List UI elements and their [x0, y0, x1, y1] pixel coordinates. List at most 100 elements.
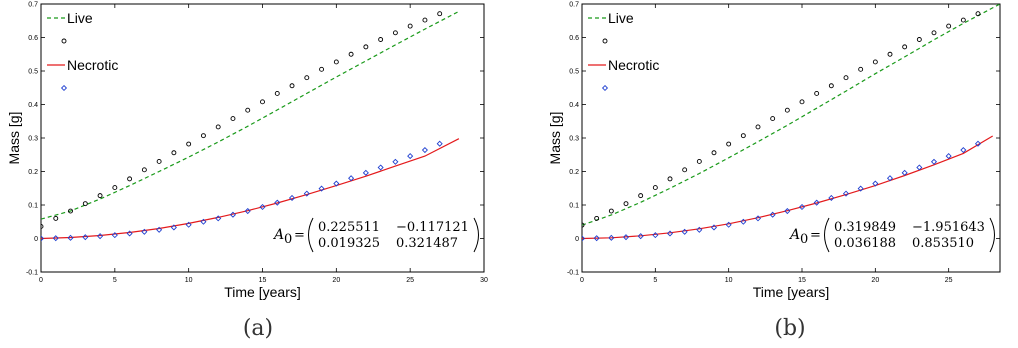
- data-point-necrotic: [288, 194, 296, 202]
- data-point-live: [667, 176, 673, 182]
- data-point-live: [274, 90, 280, 96]
- data-point-necrotic: [842, 190, 850, 197]
- data-point-necrotic: [407, 153, 414, 160]
- data-point-live: [41, 223, 44, 229]
- matrix-bracket-right: [989, 217, 995, 253]
- x-axis-label: Time [years]: [224, 284, 301, 300]
- series-line-necrotic: [582, 135, 994, 240]
- matrix-bracket-left: [308, 217, 314, 253]
- data-point-live: [682, 167, 688, 173]
- matrix-cell-21: 0.019325: [318, 236, 380, 251]
- data-point-necrotic: [593, 235, 600, 242]
- y-tick-label: 0.3: [569, 136, 579, 143]
- matrix-cell-12: −1.951643: [912, 220, 985, 235]
- data-point-necrotic: [754, 215, 762, 222]
- data-point-live: [594, 215, 600, 221]
- matrix-cell-11: 0.319849: [834, 220, 896, 235]
- data-point-live: [127, 176, 133, 182]
- data-point-live: [960, 17, 966, 23]
- data-point-necrotic: [229, 211, 237, 218]
- matrix-annotation-lhs: A: [272, 227, 284, 243]
- data-point-live: [407, 23, 413, 29]
- data-point-live: [726, 141, 732, 147]
- data-point-live: [392, 30, 398, 36]
- matrix-annotation-subscript: 0: [800, 232, 808, 247]
- matrix-cell-12: −0.117121: [396, 220, 469, 235]
- x-tick-label: 20: [871, 277, 879, 284]
- data-point-necrotic: [945, 153, 952, 160]
- data-point-necrotic: [97, 233, 104, 240]
- data-point-live: [289, 83, 295, 89]
- y-axis-label: Mass [g]: [547, 112, 563, 165]
- legend-necrotic-marker: [601, 84, 609, 92]
- y-tick-label: 0.4: [569, 102, 579, 109]
- legend-necrotic-label: Necrotic: [67, 57, 118, 73]
- data-point-necrotic: [857, 185, 864, 192]
- data-point-necrotic: [333, 180, 340, 187]
- data-point-live: [112, 185, 118, 191]
- data-point-necrotic: [200, 218, 207, 225]
- data-point-live: [363, 44, 369, 50]
- data-point-necrotic: [318, 185, 325, 192]
- y-tick-label: 0: [34, 236, 38, 243]
- matrix-annotation-equals: =: [294, 228, 305, 243]
- data-point-live: [53, 215, 59, 221]
- x-tick-label: 5: [113, 277, 117, 284]
- y-tick-label: 0.5: [569, 69, 579, 76]
- panel-caption: (a): [243, 316, 273, 341]
- data-point-live: [582, 222, 585, 228]
- data-point-live: [652, 185, 658, 191]
- data-point-necrotic: [916, 164, 923, 171]
- data-point-live: [828, 83, 834, 89]
- matrix-cell-22: 0.321487: [396, 236, 458, 251]
- data-point-necrotic: [740, 218, 747, 225]
- data-point-live: [97, 193, 103, 199]
- x-tick-label: 0: [580, 277, 584, 284]
- legend-live-marker: [602, 38, 608, 44]
- data-point-live: [200, 133, 206, 139]
- data-point-live: [755, 124, 761, 130]
- data-point-live: [623, 201, 629, 207]
- x-tick-label: 25: [945, 277, 953, 284]
- x-tick-label: 5: [653, 277, 657, 284]
- data-point-live: [378, 37, 384, 42]
- matrix-annotation-subscript: 0: [284, 232, 292, 247]
- data-point-live: [931, 30, 937, 36]
- data-point-necrotic: [582, 235, 586, 242]
- data-point-necrotic: [666, 230, 674, 237]
- y-tick-label: 0.6: [28, 35, 38, 42]
- series-group: [582, 4, 1000, 242]
- series-line-live: [41, 10, 460, 220]
- matrix-cell-11: 0.225511: [318, 220, 380, 235]
- y-tick-label: 0.1: [569, 203, 579, 210]
- x-axis-label: Time [years]: [753, 284, 830, 300]
- data-point-necrotic: [622, 234, 630, 241]
- data-point-necrotic: [170, 224, 177, 231]
- data-point-necrotic: [392, 158, 399, 165]
- data-point-live: [141, 167, 147, 173]
- data-point-live: [304, 75, 310, 81]
- data-point-necrotic: [696, 226, 703, 233]
- data-point-necrotic: [111, 232, 118, 239]
- data-point-necrotic: [872, 180, 879, 187]
- data-point-necrotic: [886, 175, 894, 182]
- data-point-live: [916, 37, 922, 42]
- y-tick-label: 0.2: [569, 169, 579, 176]
- x-tick-label: 30: [480, 277, 488, 284]
- data-point-live: [245, 107, 251, 113]
- x-tick-label: 15: [259, 277, 267, 284]
- legend-live-label: Live: [608, 10, 634, 26]
- data-point-live: [319, 66, 325, 72]
- panel-caption: (b): [774, 316, 805, 341]
- data-point-necrotic: [974, 140, 982, 147]
- data-point-necrotic: [156, 226, 163, 233]
- data-point-necrotic: [798, 203, 806, 211]
- data-point-live: [638, 193, 644, 199]
- data-point-live: [260, 99, 265, 105]
- y-axis-label: Mass [g]: [6, 112, 22, 165]
- data-point-live: [156, 158, 162, 164]
- y-tick-label: 0.1: [28, 203, 38, 210]
- data-point-necrotic: [784, 207, 791, 215]
- data-point-necrotic: [259, 203, 266, 211]
